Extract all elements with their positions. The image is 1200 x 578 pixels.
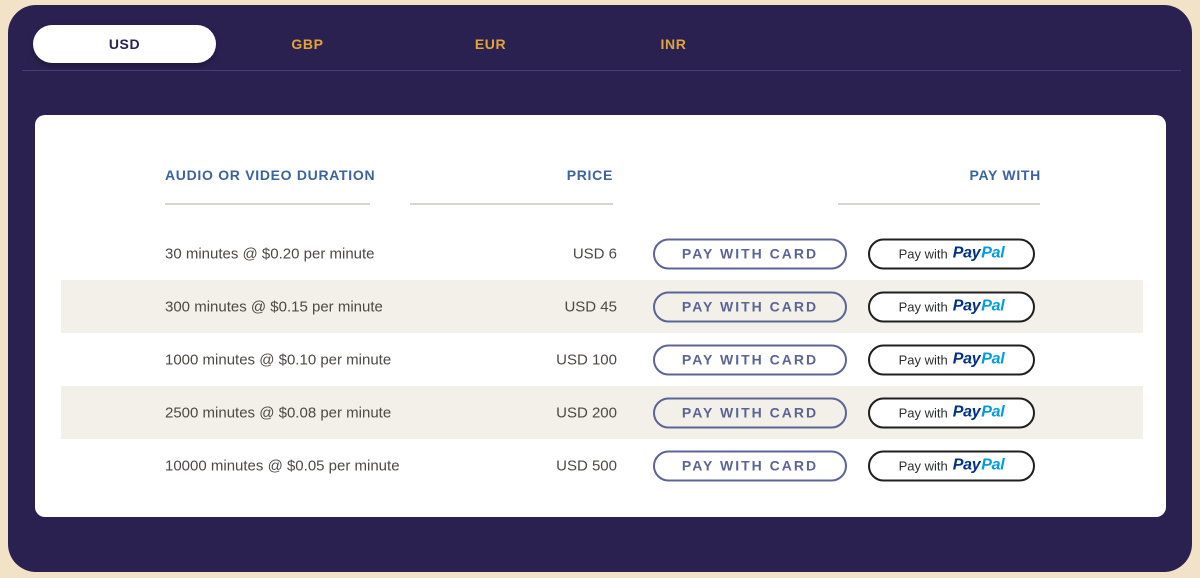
paypal-logo-pay: Pay [952,297,981,315]
table-header: AUDIO OR VIDEO DURATION PRICE PAY WITH [35,115,1166,227]
table-body: 30 minutes @ $0.20 per minute USD 6 PAY … [35,227,1166,492]
header-underline-price [410,203,613,205]
pricing-panel: USD GBP EUR INR AUDIO OR VIDEO DURATION … [8,5,1192,572]
paypal-prefix-label: Pay with [898,246,948,261]
pay-with-paypal-button[interactable]: Pay with Pay Pal [868,397,1035,428]
paypal-logo-pay: Pay [952,456,981,474]
price-label: USD 100 [556,351,617,368]
header-pay-with: PAY WITH [969,167,1041,183]
header-underline-pay-with [838,203,1040,205]
paypal-logo-pal: Pal [981,456,1005,474]
table-row: 10000 minutes @ $0.05 per minute USD 500… [35,439,1166,492]
tab-usd[interactable]: USD [33,25,216,63]
pay-with-card-button[interactable]: PAY WITH CARD [653,238,847,269]
pay-with-card-button[interactable]: PAY WITH CARD [653,397,847,428]
pay-with-paypal-button[interactable]: Pay with Pay Pal [868,238,1035,269]
tab-gbp[interactable]: GBP [216,25,399,63]
paypal-prefix-label: Pay with [898,299,948,314]
pay-with-paypal-button[interactable]: Pay with Pay Pal [868,450,1035,481]
pricing-card: AUDIO OR VIDEO DURATION PRICE PAY WITH 3… [35,115,1166,517]
paypal-logo-pay: Pay [952,403,981,421]
price-label: USD 6 [572,245,617,262]
currency-tabs: USD GBP EUR INR [33,25,765,63]
paypal-logo-pal: Pal [981,350,1005,368]
duration-label: 30 minutes @ $0.20 per minute [165,245,375,262]
paypal-logo-pal: Pal [981,297,1005,315]
table-row: 1000 minutes @ $0.10 per minute USD 100 … [35,333,1166,386]
header-underline-duration [165,203,370,205]
pay-with-card-button[interactable]: PAY WITH CARD [653,291,847,322]
paypal-logo-pal: Pal [981,403,1005,421]
tab-eur[interactable]: EUR [399,25,582,63]
duration-label: 2500 minutes @ $0.08 per minute [165,404,392,421]
duration-label: 1000 minutes @ $0.10 per minute [165,351,392,368]
paypal-prefix-label: Pay with [898,352,948,367]
price-label: USD 200 [556,404,617,421]
pay-with-paypal-button[interactable]: Pay with Pay Pal [868,291,1035,322]
header-duration: AUDIO OR VIDEO DURATION [165,167,376,183]
price-label: USD 45 [564,298,617,315]
tabs-divider [22,70,1181,71]
tab-inr[interactable]: INR [582,25,765,63]
paypal-logo-pal: Pal [981,244,1005,262]
paypal-logo-pay: Pay [952,350,981,368]
duration-label: 300 minutes @ $0.15 per minute [165,298,383,315]
paypal-prefix-label: Pay with [898,405,948,420]
paypal-logo-pay: Pay [952,244,981,262]
table-row: 300 minutes @ $0.15 per minute USD 45 PA… [35,280,1166,333]
paypal-prefix-label: Pay with [898,458,948,473]
pay-with-paypal-button[interactable]: Pay with Pay Pal [868,344,1035,375]
price-label: USD 500 [556,457,617,474]
pay-with-card-button[interactable]: PAY WITH CARD [653,344,847,375]
header-price: PRICE [566,167,613,183]
duration-label: 10000 minutes @ $0.05 per minute [165,457,400,474]
table-row: 30 minutes @ $0.20 per minute USD 6 PAY … [35,227,1166,280]
table-row: 2500 minutes @ $0.08 per minute USD 200 … [35,386,1166,439]
pay-with-card-button[interactable]: PAY WITH CARD [653,450,847,481]
